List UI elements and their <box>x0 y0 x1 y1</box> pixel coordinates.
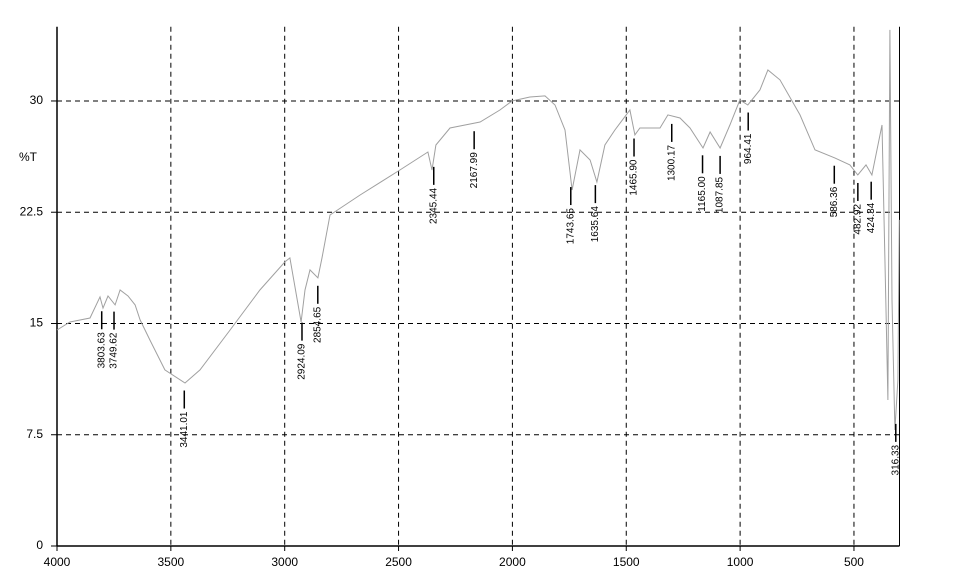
x-tick-label: 2500 <box>385 555 412 568</box>
peak-label: 424.34 <box>866 202 877 233</box>
x-tick-label: 3000 <box>271 555 298 568</box>
y-tick-label: 22.5 <box>20 204 44 218</box>
peak-label: 586.36 <box>829 186 840 217</box>
peak-label: 1300.17 <box>666 144 677 181</box>
peak-label: 1635.64 <box>590 206 601 243</box>
peak-label: 3441.01 <box>179 411 190 448</box>
peak-label: 2854.65 <box>312 306 323 343</box>
peak-label: 316.33 <box>890 444 901 475</box>
peak-label: 2924.09 <box>297 343 308 380</box>
y-axis-label: %T <box>19 150 38 164</box>
x-tick-label: 1500 <box>613 555 640 568</box>
spectrum-line <box>56 29 900 431</box>
peak-label: 1743.65 <box>565 208 576 245</box>
x-tick-label: 1000 <box>727 555 754 568</box>
y-tick-label: 30 <box>30 93 44 107</box>
x-tick-label: 500 <box>844 555 864 568</box>
y-tick-label: 7.5 <box>26 427 43 441</box>
peak-label: 482.92 <box>852 204 863 235</box>
peak-label: 1165.00 <box>697 176 708 212</box>
y-tick-label: 15 <box>30 316 44 330</box>
peak-label: 3749.62 <box>109 332 120 369</box>
peak-label: 2167.99 <box>469 152 480 189</box>
x-tick-label: 2000 <box>499 555 526 568</box>
peak-label: 1465.90 <box>629 159 640 196</box>
y-tick-label: 0 <box>36 538 43 552</box>
peak-label: 964.41 <box>743 133 754 164</box>
peak-label: 1087.85 <box>715 176 726 213</box>
x-tick-label: 3500 <box>157 555 184 568</box>
x-tick-label: 4000 <box>44 555 71 568</box>
peak-label: 2345.44 <box>428 187 439 224</box>
peak-label: 3803.63 <box>96 332 107 369</box>
